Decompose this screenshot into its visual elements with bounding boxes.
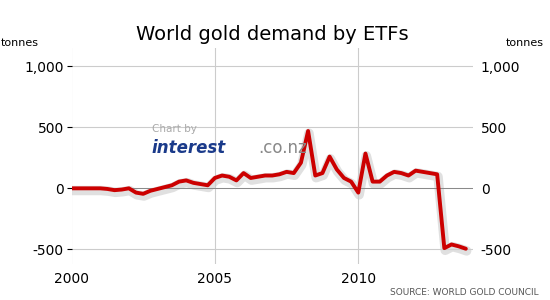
- Text: interest: interest: [152, 139, 226, 157]
- Text: SOURCE: WORLD GOLD COUNCIL: SOURCE: WORLD GOLD COUNCIL: [390, 288, 539, 297]
- Text: tonnes: tonnes: [506, 38, 544, 48]
- Text: .co.nz: .co.nz: [258, 139, 307, 157]
- Title: World gold demand by ETFs: World gold demand by ETFs: [136, 25, 409, 44]
- Text: tonnes: tonnes: [1, 38, 38, 48]
- Text: Chart by: Chart by: [152, 124, 197, 134]
